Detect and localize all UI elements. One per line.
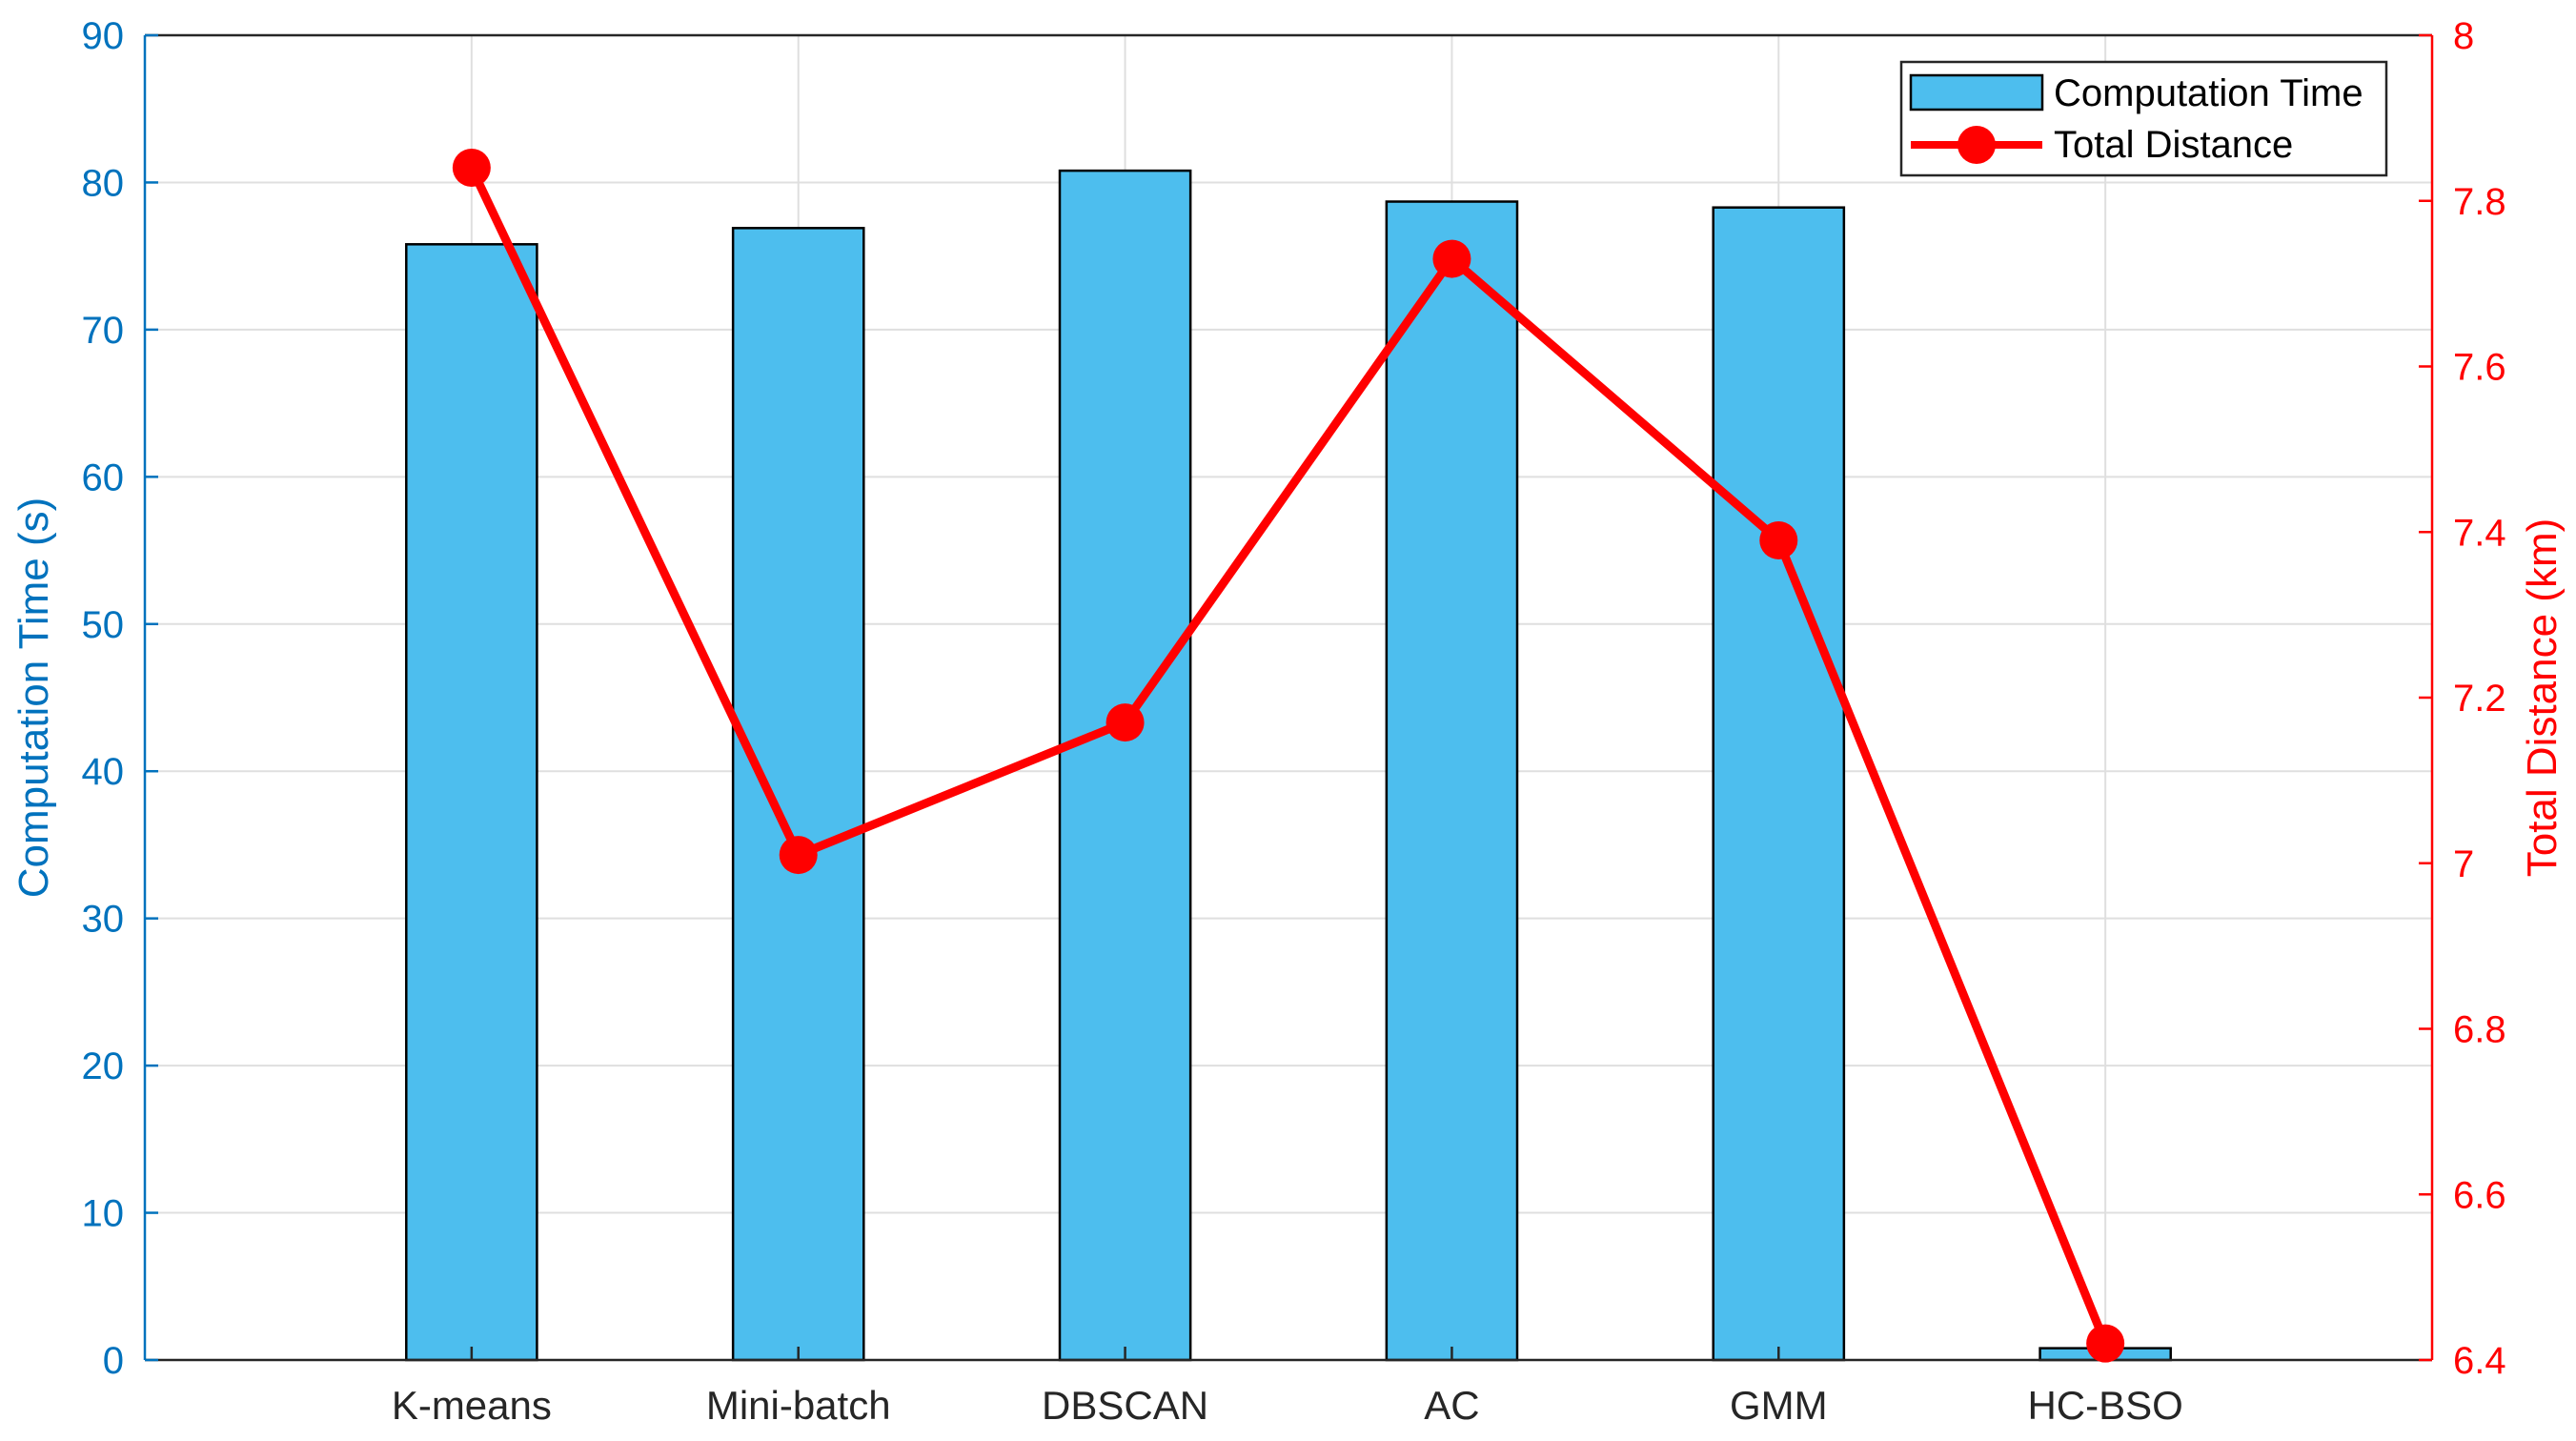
x-tick-label: GMM <box>1730 1383 1828 1428</box>
y-tick-label-left: 70 <box>82 310 125 352</box>
y-tick-label-left: 30 <box>82 899 125 941</box>
y-tick-label-left: 0 <box>103 1340 124 1382</box>
bar <box>1712 206 1846 1362</box>
y-tick-label-right: 6.4 <box>2453 1340 2506 1382</box>
y-tick-label-left: 60 <box>82 457 125 498</box>
y-tick-label-right: 6.6 <box>2453 1174 2506 1216</box>
y-axis-label-right: Total Distance (km) <box>2519 518 2566 878</box>
bar-series <box>405 169 2172 1362</box>
line-point <box>1432 239 1471 278</box>
y-tick-label-right: 8 <box>2453 15 2474 57</box>
bar <box>731 227 865 1362</box>
line-point <box>452 149 491 187</box>
x-tick-label: K-means <box>392 1383 552 1428</box>
y-tick-label-right: 7.6 <box>2453 347 2506 389</box>
y-tick-label-right: 7.2 <box>2453 678 2506 720</box>
x-tick-label: Mini-batch <box>706 1383 891 1428</box>
y-tick-label-left: 50 <box>82 604 125 646</box>
total-distance-line <box>467 166 2110 1346</box>
axes <box>143 33 2434 1362</box>
bar <box>1385 200 1519 1362</box>
legend-line-marker <box>1957 126 1996 164</box>
x-tick-label: HC-BSO <box>2027 1383 2182 1428</box>
legend-label-total-distance: Total Distance <box>2054 124 2293 166</box>
legend: Computation Time Total Distance <box>1899 60 2388 177</box>
y-tick-label-right: 7.4 <box>2453 512 2506 554</box>
line-point <box>2086 1324 2125 1363</box>
bar <box>405 243 538 1362</box>
y-tick-label-left: 80 <box>82 162 125 204</box>
bar <box>1058 169 1192 1362</box>
line-series <box>452 149 2125 1363</box>
y-tick-label-left: 40 <box>82 751 125 793</box>
line-point <box>1105 703 1145 742</box>
tick-labels: 0 10 20 30 40 50 60 70 80 90 6.4 6.6 6.8 7 7.2 7.4 7.6 7.… <box>82 15 2506 1428</box>
y-tick-label-right: 6.8 <box>2453 1009 2506 1051</box>
legend-bar-swatch <box>1909 73 2044 112</box>
y-tick-label-left: 20 <box>82 1045 125 1087</box>
y-tick-label-left: 90 <box>82 15 125 57</box>
y-tick-label-left: 10 <box>82 1193 125 1235</box>
y-axis-label-left: Computation Time (s) <box>10 497 57 899</box>
x-tick-label: AC <box>1424 1383 1479 1428</box>
y-tick-label-right: 7 <box>2453 843 2474 885</box>
legend-label-computation-time: Computation Time <box>2054 72 2363 114</box>
x-tick-label: DBSCAN <box>1042 1383 1208 1428</box>
line-point <box>779 836 818 875</box>
line-point <box>1759 520 1798 559</box>
y-tick-label-right: 7.8 <box>2453 181 2506 223</box>
